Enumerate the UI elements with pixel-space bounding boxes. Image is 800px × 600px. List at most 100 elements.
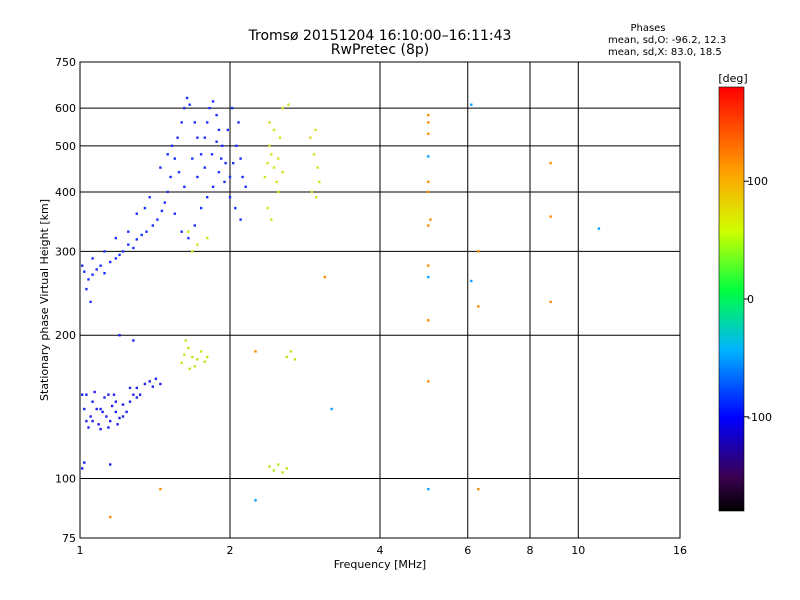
data-point xyxy=(81,393,84,396)
data-point xyxy=(477,487,480,491)
data-point xyxy=(159,166,162,169)
data-point xyxy=(103,250,106,253)
data-point xyxy=(101,410,104,414)
data-point xyxy=(427,121,430,124)
data-point xyxy=(196,175,199,179)
data-point xyxy=(314,128,317,132)
data-point xyxy=(176,136,179,139)
x-tick-label: 2 xyxy=(227,544,234,557)
data-point xyxy=(220,157,223,160)
data-point xyxy=(427,275,430,279)
data-point xyxy=(278,136,282,139)
data-point xyxy=(154,377,158,380)
data-point xyxy=(429,218,432,221)
data-point xyxy=(138,393,142,396)
data-point xyxy=(183,353,186,356)
data-point xyxy=(85,287,88,291)
data-point xyxy=(87,426,90,429)
data-point xyxy=(206,121,209,124)
y-tick-label: 750 xyxy=(55,56,76,69)
x-tick-label: 10 xyxy=(571,544,585,557)
data-point xyxy=(427,264,430,267)
data-point xyxy=(191,157,194,160)
data-point xyxy=(224,161,227,165)
data-point xyxy=(196,243,199,246)
data-point xyxy=(187,346,190,350)
x-tick-label: 6 xyxy=(464,544,471,557)
y-axis-label: Stationary phase Virtual Height [km] xyxy=(38,199,51,401)
data-point xyxy=(159,487,162,491)
data-point xyxy=(89,415,92,418)
data-point xyxy=(173,157,176,160)
chart-subtitle: RwPretec (8p) xyxy=(331,42,429,58)
data-point xyxy=(81,467,84,470)
data-point xyxy=(323,275,326,279)
data-point xyxy=(127,230,130,233)
data-point xyxy=(187,236,190,240)
chart-title: Tromsø 20151204 16:10:00–16:11:43 xyxy=(248,28,512,44)
colorbar-label: [deg] xyxy=(718,72,747,85)
data-point xyxy=(121,403,125,406)
data-point xyxy=(95,407,98,411)
stats-o-mode: mean, sd,O: -96.2, 12.3 xyxy=(608,35,726,46)
data-point xyxy=(196,136,199,139)
data-point xyxy=(169,175,172,179)
data-point xyxy=(107,393,110,396)
stats-header: Phases xyxy=(630,23,665,34)
data-point xyxy=(221,144,224,147)
data-point xyxy=(89,300,92,304)
data-point xyxy=(199,153,203,156)
data-point xyxy=(211,100,215,103)
y-tick-label: 100 xyxy=(55,473,76,486)
x-tick-label: 1 xyxy=(77,544,84,557)
data-point xyxy=(118,253,121,257)
data-point xyxy=(135,212,138,215)
data-point xyxy=(237,121,240,124)
data-point xyxy=(293,358,297,361)
data-point xyxy=(114,400,117,403)
data-point xyxy=(163,201,166,204)
data-point xyxy=(87,278,90,281)
data-point xyxy=(170,144,174,147)
data-point xyxy=(330,407,333,411)
data-point xyxy=(173,212,176,215)
data-point xyxy=(215,113,218,117)
data-point xyxy=(228,196,232,199)
data-point xyxy=(159,382,162,386)
data-point xyxy=(281,171,284,174)
colorbar-tick-label: -100 xyxy=(747,411,772,424)
data-point xyxy=(109,515,112,519)
data-point xyxy=(128,400,132,403)
data-point xyxy=(187,230,190,233)
data-point xyxy=(210,153,214,156)
data-point xyxy=(109,260,112,264)
data-point xyxy=(315,196,318,199)
data-point xyxy=(145,230,148,233)
data-point xyxy=(281,471,284,474)
data-point xyxy=(285,355,288,359)
data-point xyxy=(427,155,430,158)
data-point xyxy=(206,196,209,199)
data-point xyxy=(226,128,229,132)
data-point xyxy=(191,250,194,253)
y-tick-label: 600 xyxy=(55,102,76,115)
data-point xyxy=(91,419,94,423)
data-point xyxy=(272,128,276,132)
data-point xyxy=(85,393,88,396)
data-point xyxy=(427,224,430,227)
data-point xyxy=(180,361,183,364)
y-tick-label: 75 xyxy=(62,532,76,545)
data-point xyxy=(312,153,316,156)
x-axis-label: Frequency [MHz] xyxy=(334,558,426,571)
data-point xyxy=(270,153,273,156)
stats-x-mode: mean, sd,X: 83.0, 18.5 xyxy=(608,47,722,58)
data-point xyxy=(316,166,319,169)
data-point xyxy=(199,350,203,353)
data-point xyxy=(151,224,154,227)
data-point xyxy=(597,227,601,230)
data-point xyxy=(114,257,117,260)
data-point xyxy=(166,153,169,156)
data-point xyxy=(549,300,552,304)
data-point xyxy=(281,106,284,110)
